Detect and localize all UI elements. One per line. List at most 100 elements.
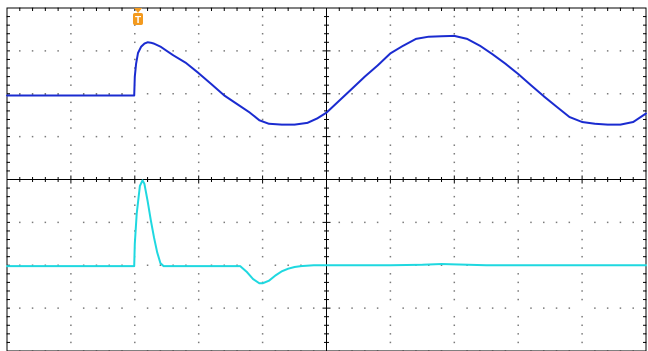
grid-dot (453, 298, 456, 301)
grid-dot (134, 110, 136, 112)
grid-dot (57, 221, 59, 224)
grid-dot (517, 230, 519, 232)
grid-dot (261, 75, 264, 78)
grid-dot (70, 204, 72, 206)
grid-dot (517, 67, 519, 69)
grid-dot (134, 127, 136, 129)
grid-dot (70, 324, 72, 327)
grid-dot (427, 50, 430, 52)
grid-dot (581, 144, 583, 146)
grid-dot (440, 93, 443, 95)
grid-dot (197, 324, 200, 327)
grid-dot (453, 67, 456, 69)
grid-dot (338, 135, 341, 138)
grid-dot (427, 221, 430, 224)
grid-dot (197, 101, 200, 104)
grid-dot (70, 170, 72, 172)
grid-dot (453, 315, 456, 318)
grid-dot (389, 324, 392, 327)
grid-dot (491, 135, 494, 138)
grid-dot (517, 144, 519, 146)
grid-dot (619, 221, 622, 224)
grid-dot (453, 170, 456, 172)
grid-dot (389, 255, 392, 258)
grid-dot (197, 213, 200, 215)
grid-dot (440, 264, 443, 266)
grid-dot (402, 221, 404, 224)
grid-dot (19, 307, 21, 309)
grid-dot (159, 221, 162, 224)
trigger-marker-icon: T (132, 8, 143, 26)
grid-dot (632, 50, 634, 52)
grid-dot (427, 135, 430, 138)
grid-dot (517, 84, 519, 86)
grid-dot (134, 153, 136, 155)
grid-dot (453, 118, 456, 121)
grid-dot (134, 32, 136, 35)
grid-dot (504, 93, 507, 95)
grid-dot (581, 67, 583, 69)
grid-dot (517, 298, 519, 301)
grid-dot (389, 230, 392, 232)
grid-dot (31, 50, 34, 52)
grid-dot (223, 50, 226, 52)
grid-dot (389, 153, 392, 155)
grid-dot (44, 307, 47, 309)
grid-dot (287, 307, 289, 309)
grid-dot (274, 93, 277, 95)
grid-dot (530, 50, 532, 52)
grid-dot (249, 135, 251, 138)
grid-dot (517, 32, 519, 35)
grid-dot (517, 315, 519, 318)
grid-dot (581, 204, 583, 206)
grid-dot (440, 135, 443, 138)
grid-dot (389, 213, 392, 215)
grid-dot (261, 153, 264, 155)
grid-dot (453, 15, 456, 18)
grid-dot (389, 144, 392, 146)
grid-dot (197, 24, 200, 26)
grid-dot (274, 221, 277, 224)
grid-dot (389, 58, 392, 61)
grid-dot (517, 281, 519, 284)
grid-dot (402, 307, 404, 309)
grid-dot (121, 93, 123, 95)
grid-dot (159, 307, 162, 309)
grid-dot (581, 315, 583, 318)
grid-dot (581, 84, 583, 86)
grid-dot (453, 127, 456, 129)
grid-dot (389, 118, 392, 121)
grid-dot (70, 298, 72, 301)
grid-dot (453, 290, 456, 292)
grid-dot (517, 15, 519, 18)
grid-dot (581, 333, 583, 335)
grid-dot (249, 221, 251, 224)
grid-dot (300, 221, 302, 224)
grid-dot (632, 307, 634, 309)
grid-dot (491, 221, 494, 224)
grid-dot (517, 247, 519, 249)
grid-dot (197, 238, 200, 241)
grid-dot (210, 307, 213, 309)
grid-dot (134, 324, 136, 327)
grid-dot (453, 238, 456, 241)
grid-dot (172, 135, 174, 138)
grid-dot (376, 93, 379, 95)
grid-dot (134, 101, 136, 104)
grid-dot (70, 255, 72, 258)
grid-dot (197, 144, 200, 146)
grid-dot (312, 50, 315, 52)
grid-dot (261, 32, 264, 35)
grid-dot (504, 135, 507, 138)
grid-dot (44, 135, 47, 138)
grid-dot (44, 221, 47, 224)
grid-dot (568, 135, 571, 138)
grid-dot (261, 341, 264, 344)
grid-dot (338, 307, 341, 309)
grid-dot (121, 135, 123, 138)
grid-dot (134, 204, 136, 206)
grid-dot (210, 93, 213, 95)
grid-dot (517, 161, 519, 164)
grid-dot (338, 50, 341, 52)
